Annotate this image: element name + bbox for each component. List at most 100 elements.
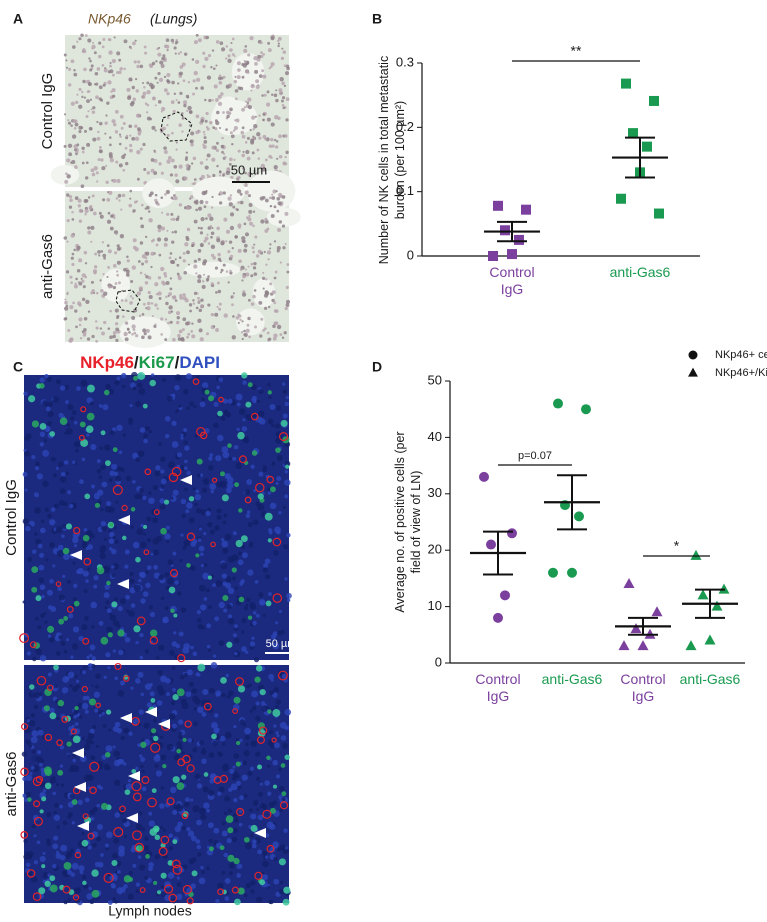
nucleus (100, 464, 106, 470)
point (521, 204, 531, 215)
ki67-cell (208, 395, 215, 402)
nucleus (282, 742, 289, 749)
nucleus (176, 804, 183, 812)
cell (181, 62, 186, 67)
cell (278, 91, 283, 96)
cell (112, 178, 117, 183)
nucleus (67, 812, 73, 818)
nucleus (32, 656, 37, 662)
nucleus (175, 409, 179, 413)
nucleus (76, 679, 80, 683)
cell (245, 149, 250, 155)
cell (81, 90, 84, 94)
nucleus (286, 592, 292, 599)
cell (89, 59, 92, 63)
cell (263, 168, 266, 172)
cell (241, 167, 245, 170)
cell (87, 38, 92, 43)
nucleus (162, 618, 168, 624)
cell (177, 333, 181, 338)
cell (118, 281, 121, 285)
nucleus (171, 420, 177, 426)
nucleus (42, 851, 46, 855)
nucleus (73, 440, 81, 448)
cell (225, 57, 228, 60)
cell (90, 127, 93, 130)
nucleus (272, 759, 278, 766)
cell (214, 127, 218, 131)
nucleus (156, 656, 160, 660)
cell (174, 299, 178, 302)
cell (223, 217, 228, 222)
cell (184, 242, 189, 247)
nucleus (114, 539, 119, 544)
nucleus (223, 608, 228, 613)
cell (72, 119, 76, 123)
nucleus (245, 597, 251, 603)
nucleus (194, 493, 202, 501)
nucleus (176, 741, 183, 747)
cell (173, 92, 177, 96)
cell (241, 107, 245, 112)
nucleus (267, 885, 271, 889)
cell (167, 310, 172, 315)
cell (67, 119, 70, 122)
nucleus (154, 763, 159, 768)
cell (268, 196, 272, 200)
nucleus (90, 625, 95, 629)
cell (150, 84, 155, 89)
cell (259, 334, 263, 338)
nucleus (172, 809, 178, 816)
cell (168, 305, 173, 310)
nucleus (208, 751, 215, 758)
ki67-cell (270, 486, 276, 493)
cell (186, 335, 189, 339)
cell (63, 113, 67, 116)
nucleus (129, 571, 134, 577)
nucleus (205, 588, 210, 593)
nucleus (71, 821, 76, 825)
cell (110, 214, 114, 218)
nucleus (153, 564, 159, 570)
cell (188, 110, 193, 114)
nucleus (149, 611, 156, 618)
nucleus (79, 479, 84, 485)
cell (138, 314, 142, 318)
cell (177, 276, 182, 281)
nucleus (180, 433, 184, 437)
nucleus (52, 864, 57, 869)
cell (87, 196, 91, 199)
cell (276, 209, 280, 213)
nucleus (227, 808, 233, 814)
nucleus (129, 403, 133, 408)
cell (170, 212, 174, 216)
nucleus (140, 692, 145, 696)
cell (129, 197, 132, 200)
ki67-cell (264, 512, 273, 521)
nkp46-cell (144, 468, 152, 476)
cell (264, 291, 270, 296)
nucleus (135, 889, 140, 894)
ki67-cell (173, 613, 178, 618)
nucleus (71, 410, 77, 415)
cell (68, 205, 73, 209)
nucleus (260, 600, 265, 606)
cell (174, 52, 177, 55)
nucleus (199, 740, 204, 746)
cell (187, 263, 191, 266)
cell (282, 246, 286, 250)
ki67-cell (238, 596, 245, 603)
nucleus (34, 507, 41, 514)
ki67-cell (176, 688, 185, 697)
nucleus (267, 791, 272, 796)
nucleus (166, 577, 174, 585)
nucleus (139, 427, 146, 433)
nkp46-cell (113, 827, 124, 838)
cell (81, 161, 85, 165)
ki67-cell (111, 601, 118, 608)
cell (121, 289, 124, 292)
arrowhead (120, 713, 132, 723)
cell (107, 265, 110, 269)
nucleus (142, 532, 147, 536)
cell (108, 190, 113, 195)
